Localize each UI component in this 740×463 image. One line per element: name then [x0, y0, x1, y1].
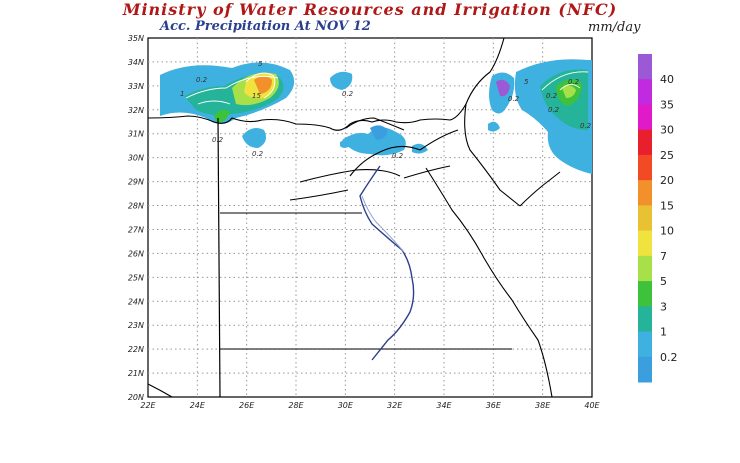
legend-color-swatch	[638, 331, 652, 358]
legend-level-label: 15	[660, 199, 674, 212]
legend-level-label: 20	[660, 174, 674, 187]
latitude-label: 29N	[128, 178, 144, 187]
legend-color-swatch	[638, 79, 652, 105]
contour-value-label: 0.2	[196, 76, 208, 84]
legend-color-swatch	[638, 306, 652, 333]
legend-level-label: 30	[660, 124, 674, 137]
contour-value-label: 0.2	[580, 122, 592, 130]
nile-river	[359, 165, 415, 361]
legend-level-label: 0.2	[660, 351, 678, 364]
latitude-label: 21N	[128, 369, 144, 378]
latitude-label: 26N	[128, 249, 144, 258]
longitude-label: 26E	[239, 401, 255, 410]
longitude-label: 30E	[338, 401, 354, 410]
contour-value-label: 0.2	[392, 152, 404, 160]
contour-value-label: 1	[180, 90, 184, 98]
legend-color-swatch	[638, 104, 652, 131]
legend-color-swatch	[638, 129, 652, 156]
latitude-label: 27N	[128, 225, 144, 234]
contour-value-label: 0.2	[252, 150, 264, 158]
latitude-label: 30N	[128, 154, 144, 163]
latitude-label: 33N	[128, 82, 144, 91]
legend-color-swatch	[638, 205, 652, 232]
legend-color-swatch	[638, 230, 652, 257]
contour-value-label: 5	[524, 78, 529, 86]
legend-color-swatch	[638, 281, 652, 307]
contour-value-label: 0.2	[508, 95, 520, 103]
longitude-label: 40E	[584, 401, 600, 410]
longitude-label: 36E	[486, 401, 502, 410]
contour-value-label: 15	[252, 92, 261, 100]
latitude-label: 32N	[128, 106, 144, 115]
legend-level-label: 40	[660, 73, 674, 86]
legend-level-label: 35	[660, 98, 674, 111]
contour-value-label: 0.2	[546, 92, 558, 100]
unit-label: mm/day	[588, 20, 641, 35]
legend-level-label: 25	[660, 149, 674, 162]
latitude-label: 35N	[128, 34, 144, 43]
longitude-label: 38E	[535, 401, 551, 410]
legend-level-label: 10	[660, 225, 674, 238]
longitude-label: 24E	[190, 401, 206, 410]
legend-level-label: 7	[660, 250, 667, 263]
precip-cells	[160, 59, 592, 175]
contour-value-label: 0.2	[568, 78, 580, 86]
longitude-label: 32E	[387, 401, 403, 410]
legend-color-swatch	[638, 54, 652, 80]
chart-title: Ministry of Water Resources and Irrigati…	[122, 0, 618, 19]
contour-value-label: 0.2	[212, 136, 224, 144]
longitude-label: 34E	[436, 401, 452, 410]
coastlines	[147, 37, 561, 398]
latitude-label: 23N	[128, 321, 144, 330]
longitude-labels: 22E 24E 26E 28E 30E 32E 34E 36E 38E 40E	[140, 401, 600, 410]
longitude-label: 28E	[288, 401, 304, 410]
contour-value-label: 5	[258, 60, 263, 68]
contour-value-label: 0.2	[548, 106, 560, 114]
legend-color-swatch	[638, 356, 652, 383]
latitude-label: 24N	[128, 297, 144, 306]
latitude-label: 25N	[128, 273, 144, 282]
contour-lines	[185, 71, 589, 105]
contour-value-label: 0.2	[342, 90, 354, 98]
chart-subtitle: Acc. Precipitation At NOV 12	[160, 19, 371, 34]
legend-color-swatch	[638, 180, 652, 206]
latitude-labels: 35N 34N 33N 32N 31N 30N 29N 28N 27N 26N 25N 24N 23N 2…	[128, 34, 144, 402]
latitude-label: 34N	[128, 58, 144, 67]
legend-level-label: 1	[660, 326, 667, 339]
latitude-label: 22N	[128, 345, 144, 354]
nile-river-bank	[361, 195, 405, 253]
legend-level-label: 3	[660, 300, 667, 313]
color-legend: 40 35 30 25 20 15 10 7 5 3 1 0.2	[638, 54, 678, 383]
latitude-label: 20N	[128, 393, 144, 402]
longitude-label: 22E	[140, 401, 156, 410]
latitude-label: 31N	[128, 130, 144, 139]
legend-color-swatch	[638, 154, 652, 181]
latitude-label: 28N	[128, 202, 144, 211]
legend-color-swatch	[638, 255, 652, 282]
legend-level-label: 5	[660, 275, 667, 288]
